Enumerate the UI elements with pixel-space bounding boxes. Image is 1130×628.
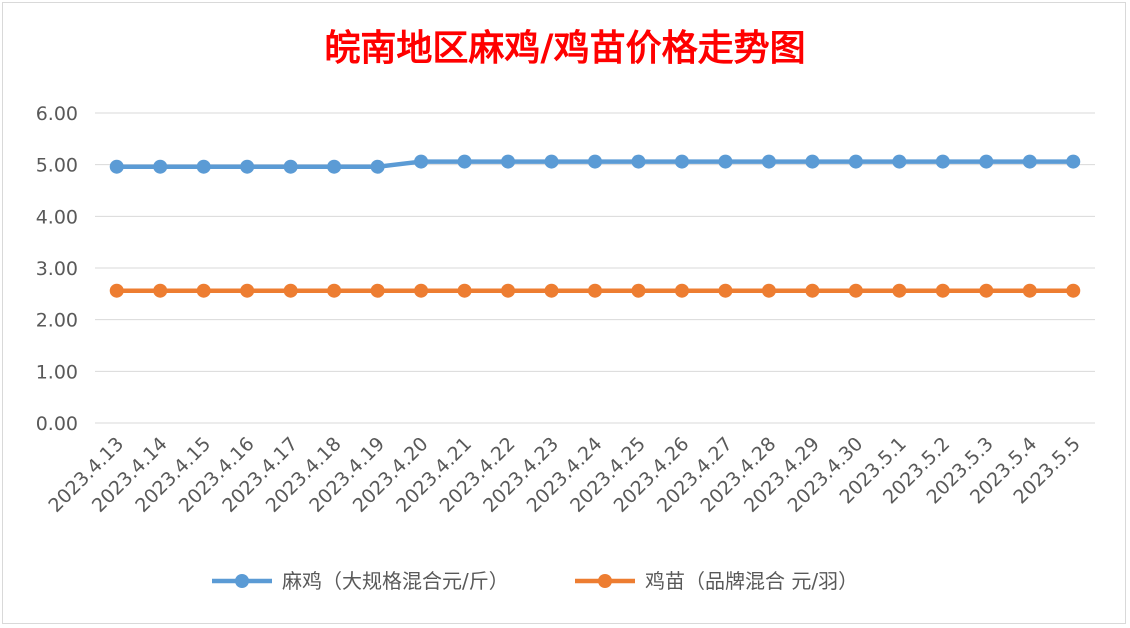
data-point <box>414 154 429 169</box>
data-point <box>414 283 429 298</box>
data-point <box>718 283 733 298</box>
y-tick-label: 6.00 <box>36 103 78 125</box>
y-tick-label: 2.00 <box>36 310 78 332</box>
data-point <box>196 283 211 298</box>
data-point <box>283 283 298 298</box>
data-point <box>544 154 559 169</box>
data-point <box>805 283 820 298</box>
data-point <box>848 283 863 298</box>
y-tick-label: 3.00 <box>36 258 78 280</box>
data-point <box>1022 154 1037 169</box>
data-point <box>327 283 342 298</box>
data-point <box>240 283 255 298</box>
y-tick-label: 4.00 <box>36 206 78 228</box>
data-point <box>240 159 255 174</box>
data-point <box>892 283 907 298</box>
data-point <box>805 154 820 169</box>
data-point <box>109 283 124 298</box>
legend-swatch-marker <box>598 574 612 588</box>
series-group <box>109 154 1081 298</box>
data-point <box>848 154 863 169</box>
data-point <box>501 283 516 298</box>
data-point <box>761 154 776 169</box>
legend-swatch-marker <box>235 574 249 588</box>
data-point <box>327 159 342 174</box>
series-1 <box>109 154 1081 174</box>
legend-label: 麻鸡（大规格混合元/斤） <box>282 569 509 593</box>
data-point <box>370 283 385 298</box>
data-point <box>892 154 907 169</box>
y-tick-label: 1.00 <box>36 361 78 383</box>
data-point <box>370 159 385 174</box>
data-point <box>631 283 646 298</box>
legend-item-1: 麻鸡（大规格混合元/斤） <box>212 569 509 593</box>
data-point <box>631 154 646 169</box>
data-point <box>457 154 472 169</box>
data-point <box>283 159 298 174</box>
y-tick-label: 0.00 <box>36 413 78 435</box>
data-point <box>153 159 168 174</box>
chart-title: 皖南地区麻鸡/鸡苗价格走势图 <box>324 27 805 69</box>
legend-label: 鸡苗（品牌混合 元/羽） <box>645 569 858 593</box>
legend: 麻鸡（大规格混合元/斤） 鸡苗（品牌混合 元/羽） <box>212 569 858 593</box>
data-point <box>718 154 733 169</box>
data-point <box>935 154 950 169</box>
legend-item-2: 鸡苗（品牌混合 元/羽） <box>575 569 858 593</box>
series-2 <box>109 283 1081 298</box>
data-point <box>1066 283 1081 298</box>
x-axis-ticks: 2023.4.132023.4.142023.4.152023.4.162023… <box>44 433 1084 517</box>
data-point <box>1022 283 1037 298</box>
data-point <box>674 283 689 298</box>
data-point <box>761 283 776 298</box>
data-point <box>674 154 689 169</box>
data-point <box>457 283 472 298</box>
data-point <box>501 154 516 169</box>
data-point <box>588 154 602 169</box>
data-point <box>979 283 994 298</box>
data-point <box>588 283 602 298</box>
data-point <box>109 159 124 174</box>
y-tick-label: 5.00 <box>36 155 78 177</box>
data-point <box>153 283 168 298</box>
data-point <box>196 159 211 174</box>
data-point <box>544 283 559 298</box>
data-point <box>1066 154 1081 169</box>
data-point <box>979 154 994 169</box>
data-point <box>935 283 950 298</box>
y-axis-ticks: 0.00 1.00 2.00 3.00 4.00 5.00 6.00 <box>36 103 78 435</box>
